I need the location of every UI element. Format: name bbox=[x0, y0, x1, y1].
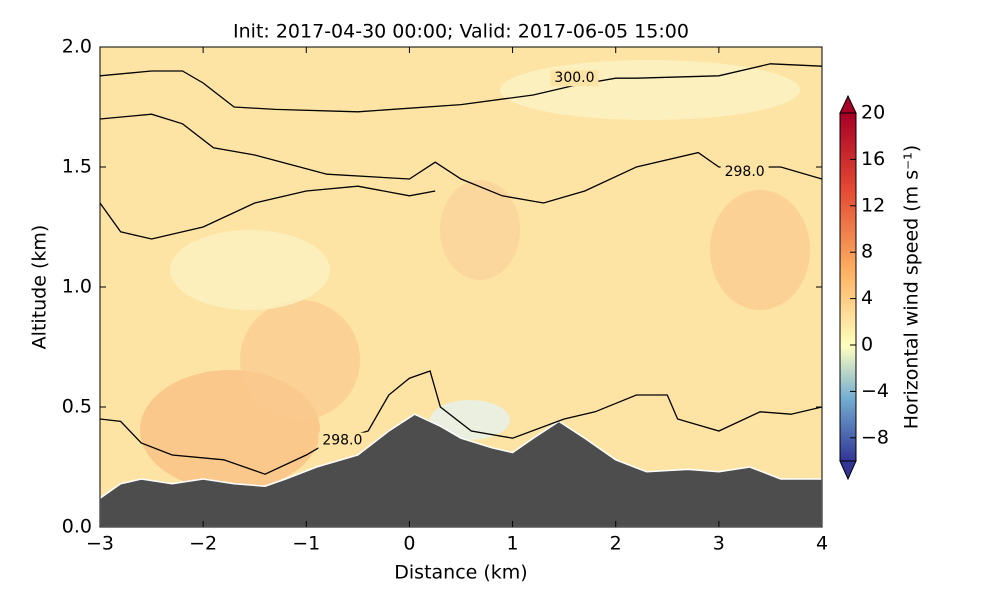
colorbar-extend bbox=[839, 460, 857, 481]
contour-label: 300.0 bbox=[554, 70, 594, 86]
y-tick-label: 0.0 bbox=[62, 516, 92, 538]
colorbar-tick-label: 4 bbox=[861, 287, 873, 309]
x-axis-label: Distance (km) bbox=[394, 562, 527, 584]
contour-line bbox=[100, 185, 436, 240]
contour-label-bg bbox=[720, 163, 769, 180]
x-tick-label: 4 bbox=[816, 533, 828, 555]
contour-label: 298.0 bbox=[322, 433, 362, 449]
x-tick-label: −3 bbox=[86, 533, 114, 555]
chart-title: Init: 2017-04-30 00:00; Valid: 2017-06-0… bbox=[233, 21, 689, 43]
contour-line bbox=[100, 113, 822, 204]
contour-label-bg bbox=[318, 432, 367, 449]
x-tick-label: 3 bbox=[713, 533, 725, 555]
y-tick-label: 2.0 bbox=[62, 36, 92, 58]
colorbar-tick-label: −4 bbox=[861, 380, 889, 402]
colorbar-tick-label: 20 bbox=[861, 102, 885, 124]
colorbar-frame bbox=[839, 112, 857, 462]
y-tick-label: 1.0 bbox=[62, 276, 92, 298]
colorbar-tick-label: −8 bbox=[861, 426, 889, 448]
colorbar-extend bbox=[839, 94, 857, 114]
colorbar bbox=[840, 113, 856, 461]
y-axis-label: Altitude (km) bbox=[29, 225, 51, 350]
contour-line bbox=[100, 370, 822, 475]
colorbar-tick-label: 16 bbox=[861, 148, 885, 170]
contour-label-bg bbox=[550, 70, 599, 87]
y-tick-label: 1.5 bbox=[62, 156, 92, 178]
y-tick-label: 0.5 bbox=[62, 396, 92, 418]
x-tick-label: −2 bbox=[189, 533, 217, 555]
terrain bbox=[100, 413, 822, 527]
x-tick-label: 2 bbox=[610, 533, 622, 555]
x-tick-label: 0 bbox=[403, 533, 415, 555]
colorbar-tick-label: 12 bbox=[861, 194, 885, 216]
contour-line bbox=[100, 63, 822, 113]
x-tick-label: −1 bbox=[292, 533, 320, 555]
colorbar-label: Horizontal wind speed (m s⁻¹) bbox=[901, 145, 923, 429]
plot-area: 300.0 298.0 298.0 bbox=[100, 63, 822, 527]
colorbar-tick-label: 8 bbox=[861, 241, 873, 263]
contour-label: 298.0 bbox=[725, 164, 765, 180]
x-tick-label: 1 bbox=[507, 533, 519, 555]
colorbar-tick-label: 0 bbox=[861, 334, 873, 356]
